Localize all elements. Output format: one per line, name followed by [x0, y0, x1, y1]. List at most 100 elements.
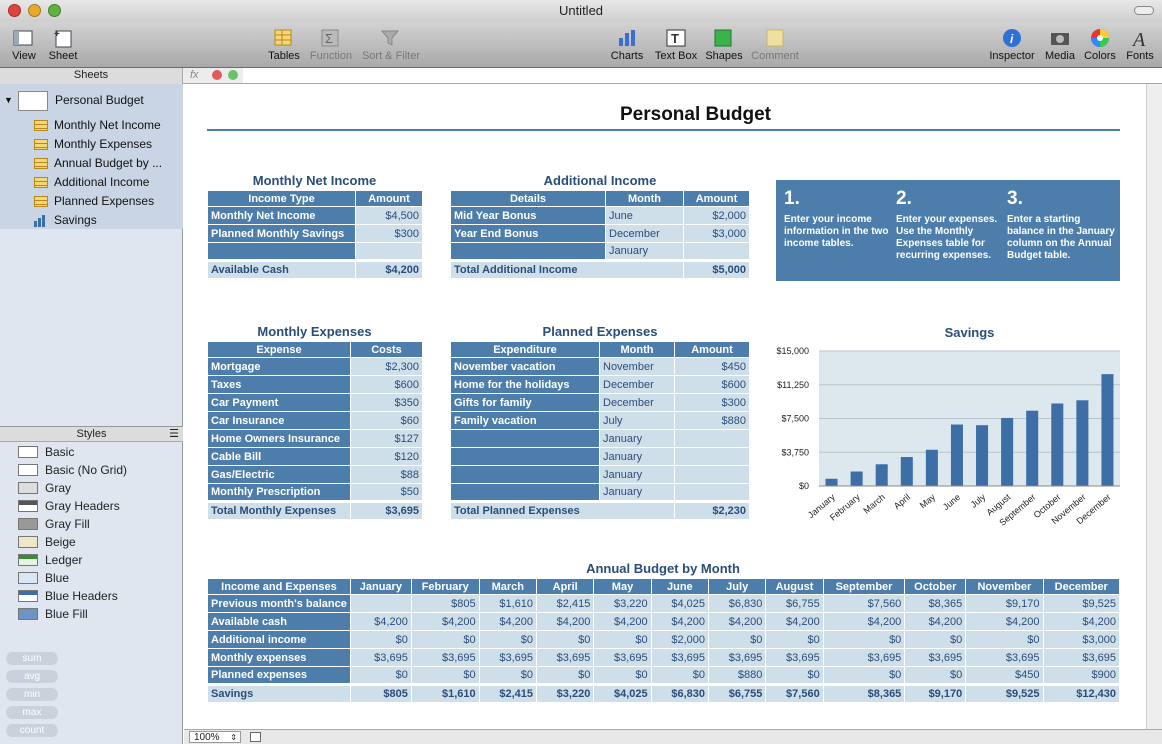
column-header[interactable]: Amount: [683, 190, 750, 207]
table-footer-cell[interactable]: $5,000: [683, 259, 750, 279]
table-cell[interactable]: Planned Monthly Savings: [207, 224, 356, 243]
style-item[interactable]: Blue Fill: [0, 605, 183, 623]
table-cell[interactable]: $9,525: [1042, 594, 1120, 613]
table-cell[interactable]: $3,000: [683, 224, 750, 243]
table-cell[interactable]: $8,365: [904, 594, 967, 613]
table-cell[interactable]: $4,200: [593, 612, 652, 631]
table-cell[interactable]: November: [599, 357, 675, 376]
style-item[interactable]: Beige: [0, 533, 183, 551]
table-footer-cell[interactable]: Total Monthly Expenses: [207, 500, 351, 520]
table-cell[interactable]: $0: [478, 630, 537, 649]
table-cell[interactable]: $3,000: [1042, 630, 1120, 649]
table-footer-cell[interactable]: $2,415: [478, 683, 537, 703]
table-cell[interactable]: $0: [765, 666, 824, 685]
table-cell[interactable]: $0: [965, 630, 1044, 649]
sidebar-chart-item[interactable]: Savings: [0, 211, 183, 230]
table-cell[interactable]: $0: [349, 630, 412, 649]
table-cell[interactable]: January: [599, 483, 675, 502]
style-item[interactable]: Gray Headers: [0, 497, 183, 515]
table-footer-cell[interactable]: $3,220: [535, 683, 595, 703]
style-item[interactable]: Gray Fill: [0, 515, 183, 533]
sidebar-table-item[interactable]: Planned Expenses: [0, 192, 183, 211]
table-cell[interactable]: $0: [765, 630, 824, 649]
table-cell[interactable]: $3,695: [1042, 648, 1120, 667]
column-header[interactable]: Details: [450, 190, 606, 207]
table-cell[interactable]: Planned expenses: [207, 666, 351, 685]
table-footer-cell[interactable]: $4,200: [355, 259, 423, 279]
table-cell[interactable]: $60: [350, 411, 423, 430]
table-cell[interactable]: Cable Bill: [207, 447, 351, 466]
sort-filter-button[interactable]: Sort & Filter: [360, 26, 422, 62]
toolbar-toggle-button[interactable]: [1134, 6, 1154, 15]
table-cell[interactable]: $3,695: [708, 648, 767, 667]
max-function-pill[interactable]: max: [6, 706, 58, 719]
table-cell[interactable]: $2,415: [535, 594, 595, 613]
table-cell[interactable]: [450, 429, 600, 448]
table-cell[interactable]: $350: [350, 393, 423, 412]
table-cell[interactable]: [450, 483, 600, 502]
table-cell[interactable]: $0: [478, 666, 537, 685]
table-cell[interactable]: $3,695: [535, 648, 595, 667]
column-header[interactable]: Expense: [207, 341, 351, 358]
disclosure-triangle-icon[interactable]: ▼: [4, 95, 13, 105]
table-cell[interactable]: Home for the holidays: [450, 375, 600, 394]
table-cell[interactable]: Gas/Electric: [207, 465, 351, 484]
table-cell[interactable]: $0: [822, 630, 906, 649]
table-cell[interactable]: Monthly Prescription: [207, 483, 351, 502]
table-cell[interactable]: $450: [674, 357, 750, 376]
table-cell[interactable]: $450: [965, 666, 1044, 685]
table-cell[interactable]: $0: [904, 630, 967, 649]
table-footer-cell[interactable]: $6,755: [708, 683, 767, 703]
table-cell[interactable]: $0: [822, 666, 906, 685]
table-cell[interactable]: $0: [904, 666, 967, 685]
table-cell[interactable]: $0: [349, 666, 412, 685]
column-header[interactable]: March: [478, 578, 537, 595]
table-footer-cell[interactable]: $6,830: [650, 683, 710, 703]
table-footer-cell[interactable]: $9,525: [965, 683, 1044, 703]
column-header[interactable]: February: [410, 578, 480, 595]
column-header[interactable]: April: [535, 578, 595, 595]
table-cell[interactable]: $3,695: [410, 648, 480, 667]
table-cell[interactable]: $880: [674, 411, 750, 430]
count-function-pill[interactable]: count: [6, 724, 58, 737]
column-header[interactable]: June: [650, 578, 710, 595]
fonts-button[interactable]: A Fonts: [1126, 29, 1154, 62]
table-cell[interactable]: January: [605, 242, 684, 261]
table-cell[interactable]: $9,170: [965, 594, 1044, 613]
table-footer-cell[interactable]: Total Planned Expenses: [450, 500, 675, 520]
table-cell[interactable]: Mortgage: [207, 357, 351, 376]
table-cell[interactable]: $4,200: [349, 612, 412, 631]
table-footer-cell[interactable]: $1,610: [410, 683, 480, 703]
column-header[interactable]: May: [593, 578, 652, 595]
sum-function-pill[interactable]: sum: [6, 652, 58, 665]
table-footer-cell[interactable]: $3,695: [350, 500, 423, 520]
charts-button[interactable]: Charts: [608, 26, 646, 62]
table-cell[interactable]: $4,500: [355, 206, 423, 225]
table-cell[interactable]: $2,000: [683, 206, 750, 225]
table-cell[interactable]: $127: [350, 429, 423, 448]
cancel-formula-icon[interactable]: [212, 70, 222, 80]
table-cell[interactable]: $0: [535, 630, 595, 649]
table-cell[interactable]: $4,200: [708, 612, 767, 631]
column-header[interactable]: July: [708, 578, 767, 595]
table-cell[interactable]: June: [605, 206, 684, 225]
view-button[interactable]: View: [6, 26, 42, 62]
table-footer-cell[interactable]: $805: [349, 683, 412, 703]
zoom-window-button[interactable]: [48, 4, 61, 17]
inspector-button[interactable]: i Inspector: [988, 26, 1036, 62]
close-window-button[interactable]: [8, 4, 21, 17]
column-header[interactable]: Amount: [674, 341, 750, 358]
colors-button[interactable]: Colors: [1082, 26, 1118, 62]
table-cell[interactable]: $0: [410, 666, 480, 685]
table-cell[interactable]: $120: [350, 447, 423, 466]
table-footer-cell[interactable]: Total Additional Income: [450, 259, 684, 279]
sheet-personal-budget[interactable]: ▼ Personal Budget: [0, 89, 183, 111]
column-header[interactable]: Expenditure: [450, 341, 600, 358]
table-footer-cell[interactable]: $7,560: [765, 683, 824, 703]
table-cell[interactable]: [450, 242, 606, 261]
table-cell[interactable]: $0: [535, 666, 595, 685]
sidebar-table-item[interactable]: Monthly Expenses: [0, 135, 183, 154]
table-cell[interactable]: $880: [708, 666, 767, 685]
style-item[interactable]: Gray: [0, 479, 183, 497]
table-cell[interactable]: Monthly Net Income: [207, 206, 356, 225]
